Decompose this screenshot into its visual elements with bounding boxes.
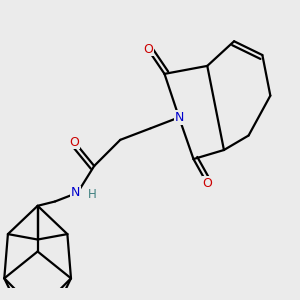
Text: H: H xyxy=(88,188,96,201)
Text: N: N xyxy=(174,111,184,124)
Text: O: O xyxy=(143,43,153,56)
Text: O: O xyxy=(70,136,80,148)
Text: O: O xyxy=(202,177,212,190)
Text: N: N xyxy=(71,186,80,199)
